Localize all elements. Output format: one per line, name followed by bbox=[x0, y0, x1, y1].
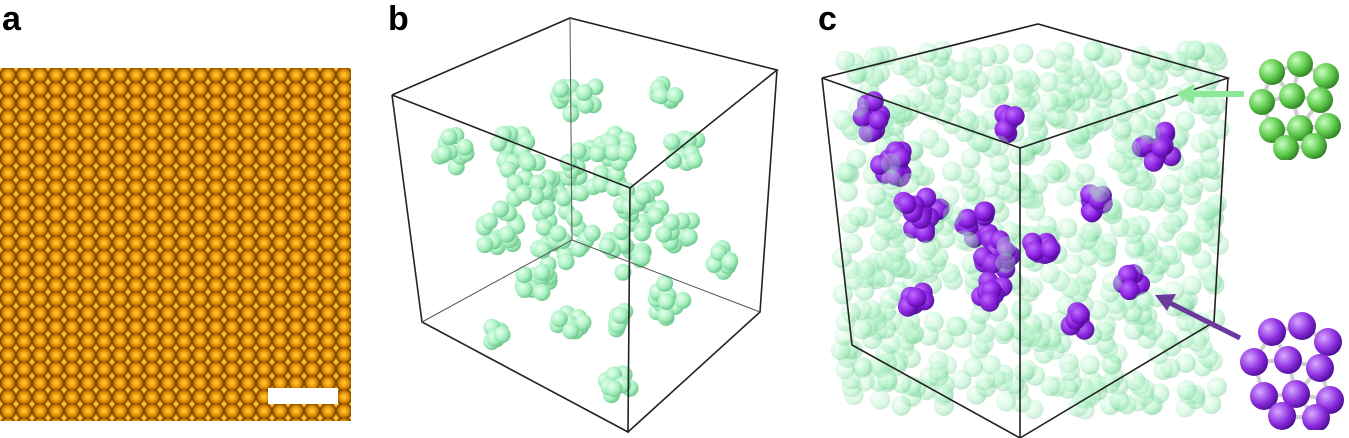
green-icosahedral-cluster-icon bbox=[1249, 51, 1341, 160]
micrograph-particles bbox=[0, 68, 351, 421]
panel-label-c: c bbox=[818, 0, 837, 38]
cube-edges bbox=[391, 17, 779, 434]
panel-label-a: a bbox=[2, 0, 21, 38]
simulation-box-dense bbox=[821, 23, 1230, 438]
panel-label-b: b bbox=[388, 0, 409, 38]
colloid-micrograph bbox=[0, 68, 351, 421]
scale-bar bbox=[268, 388, 338, 404]
green-cluster-spheres bbox=[431, 75, 739, 404]
purple-icosahedral-cluster-icon bbox=[1240, 312, 1344, 430]
simulation-box-sparse bbox=[391, 17, 779, 434]
